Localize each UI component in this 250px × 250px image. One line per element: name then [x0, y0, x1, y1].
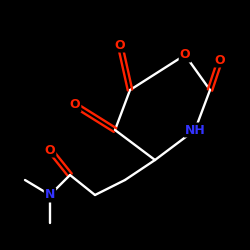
Text: O: O: [180, 48, 190, 62]
Text: NH: NH: [184, 124, 206, 136]
Text: O: O: [215, 54, 225, 66]
Text: O: O: [45, 144, 55, 156]
Text: N: N: [45, 188, 55, 202]
Text: O: O: [115, 38, 125, 52]
Text: O: O: [70, 98, 80, 112]
